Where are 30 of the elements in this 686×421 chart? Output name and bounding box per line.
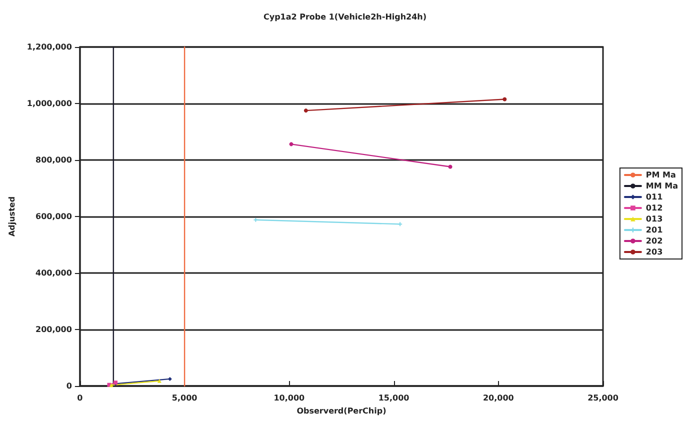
legend-label: PM Ma — [646, 170, 676, 180]
legend-label: 013 — [646, 214, 663, 224]
x-tick-label: 20,000 — [482, 394, 514, 402]
x-tick-label: 10,000 — [274, 394, 306, 402]
x-tick-label: 0 — [77, 394, 84, 402]
legend-label: 202 — [646, 236, 663, 246]
chart-title: Cyp1a2 Probe 1(Vehicle2h-High24h) — [263, 12, 427, 22]
point — [448, 164, 452, 169]
point — [398, 222, 402, 226]
legend-label: 012 — [646, 204, 663, 212]
y-axis-title: Adjusted — [8, 196, 16, 237]
y-tick-label: 1,200,000 — [26, 42, 72, 52]
legend-label: 201 — [646, 226, 664, 234]
y-tick-label: 400,000 — [36, 268, 72, 278]
point — [502, 97, 507, 102]
legend-label: 011 — [646, 192, 664, 202]
x-tick-label: 5,000 — [172, 394, 198, 402]
x-axis-title: Observerd(PerChip) — [296, 406, 386, 416]
y-tick-label: 0 — [66, 382, 72, 390]
point — [304, 108, 308, 113]
point — [254, 218, 258, 222]
y-tick-label: 600,000 — [36, 212, 72, 221]
y-tick-label: 800,000 — [36, 156, 72, 164]
point — [289, 142, 294, 146]
x-tick-label: 25,000 — [588, 394, 619, 402]
legend-label: MM Ma — [646, 182, 678, 190]
y-tick-label: 200,000 — [36, 325, 72, 334]
legend-label: 203 — [646, 248, 663, 256]
x-tick-label: 15,000 — [378, 394, 410, 402]
y-tick-label: 1,000,000 — [26, 99, 72, 108]
